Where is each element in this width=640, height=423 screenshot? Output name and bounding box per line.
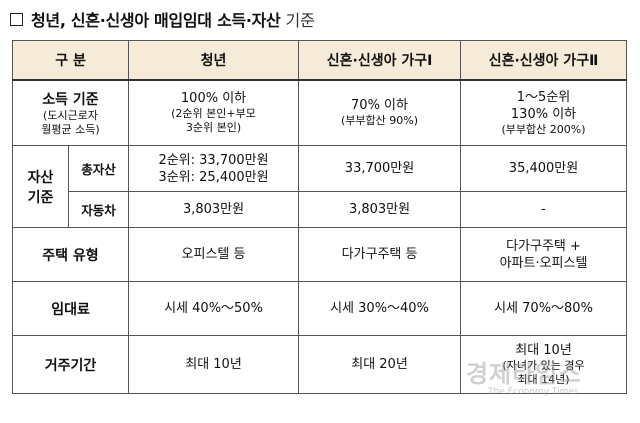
assets-label-cell: 자산 기준 [12, 145, 69, 228]
table-row: 자동차 3,803만원 3,803만원 - [13, 191, 628, 228]
assets-label-2: 기준 [27, 189, 54, 206]
total-assets-label: 총자산 [67, 145, 130, 192]
rent-youth: 시세 40%～50% [128, 281, 300, 336]
residence-label: 거주기간 [11, 335, 130, 394]
total-assets-youth-2: 3순위: 25,400만원 [158, 169, 269, 185]
table-row: 소득 기준 (도시근로자 월평균 소득) 100% 이하 (2순위 본인+부모 … [11, 79, 628, 146]
car-youth: 3,803만원 [128, 191, 300, 228]
rent-label: 임대료 [11, 281, 130, 336]
criteria-table: 구 분 청년 신혼·신생아 가구Ⅰ 신혼·신생아 가구Ⅱ 소득 기준 (도시근로… [11, 40, 628, 394]
page-heading: 청년, 신혼·신생아 매입임대 소득·자산 기준 [10, 7, 315, 31]
income-note-2: 월평균 소득) [41, 122, 100, 136]
rent-newlywed1: 시세 30%～40% [298, 281, 462, 336]
table-header-row: 구 분 청년 신혼·신생아 가구Ⅰ 신혼·신생아 가구Ⅱ [11, 40, 628, 81]
residence-youth: 최대 10년 [128, 335, 300, 394]
income-newlywed2-rank: 1～5순위 [516, 89, 571, 105]
total-assets-newlywed2: 35,400만원 [460, 145, 628, 192]
income-youth-note-2: 3순위 본인) [185, 121, 242, 135]
income-newlywed1-note: (부부합산 90%) [341, 114, 419, 128]
table-row: 임대료 시세 40%～50% 시세 30%～40% 시세 70%～80% [11, 281, 628, 336]
housing-type-newlywed2-2: 아파트·오피스텔 [499, 255, 588, 271]
income-newlywed2-main: 130% 이하 [510, 106, 577, 122]
income-youth-note-1: (2순위 본인+부모 [171, 107, 256, 121]
residence-newlywed2-note-2: 최대 14년) [517, 373, 570, 386]
table-row: 주택 유형 오피스텔 등 다가구주택 등 다가구주택 + 아파트·오피스텔 [11, 227, 628, 282]
income-newlywed2-note: (부부합산 200%) [501, 122, 586, 136]
header-newlywed-1: 신혼·신생아 가구Ⅰ [298, 40, 462, 81]
heading-suffix: 기준 [285, 11, 315, 30]
table-row: 자산 기준 총자산 2순위: 33,700만원 3순위: 25,400만원 33… [12, 145, 628, 228]
income-newlywed1-main: 70% 이하 [351, 98, 408, 114]
assets-label-1: 자산 [27, 169, 54, 186]
residence-newlywed2-cell: 최대 10년 (자녀가 있는 경우 최대 14년) [460, 335, 628, 394]
car-label: 자동차 [67, 191, 130, 228]
car-newlywed2: - [460, 191, 628, 228]
heading-title: 청년, 신혼·신생아 매입임대 소득·자산 [31, 11, 281, 30]
income-label-cell: 소득 기준 (도시근로자 월평균 소득) [11, 79, 130, 146]
residence-newlywed2-main: 최대 10년 [515, 343, 572, 358]
residence-newlywed2-note-1: (자녀가 있는 경우 [502, 359, 585, 372]
header-category: 구 분 [11, 40, 130, 81]
housing-type-newlywed2-cell: 다가구주택 + 아파트·오피스텔 [460, 227, 628, 282]
header-newlywed-2: 신혼·신생아 가구Ⅱ [460, 40, 628, 81]
housing-type-youth: 오피스텔 등 [128, 227, 300, 282]
total-assets-youth-cell: 2순위: 33,700만원 3순위: 25,400만원 [128, 145, 300, 192]
table-row: 거주기간 최대 10년 최대 20년 최대 10년 (자녀가 있는 경우 최대 … [11, 335, 628, 394]
housing-type-newlywed2-1: 다가구주택 + [506, 238, 581, 254]
housing-type-label: 주택 유형 [11, 227, 130, 282]
car-newlywed1: 3,803만원 [298, 191, 462, 228]
income-newlywed2-cell: 1～5순위 130% 이하 (부부합산 200%) [460, 79, 628, 146]
header-youth: 청년 [128, 40, 300, 81]
income-youth-cell: 100% 이하 (2순위 본인+부모 3순위 본인) [128, 79, 300, 146]
income-label: 소득 기준 [42, 91, 99, 108]
watermark-subtitle: The Economy Times [488, 387, 579, 397]
total-assets-newlywed1: 33,700만원 [298, 145, 462, 192]
residence-newlywed1: 최대 20년 [298, 335, 462, 394]
checkbox-icon [10, 12, 23, 26]
total-assets-youth-1: 2순위: 33,700만원 [158, 152, 269, 168]
income-newlywed1-cell: 70% 이하 (부부합산 90%) [298, 79, 462, 146]
income-youth-main: 100% 이하 [180, 91, 247, 107]
housing-type-newlywed1: 다가구주택 등 [298, 227, 462, 282]
income-note-1: (도시근로자 [43, 108, 98, 122]
rent-newlywed2: 시세 70%～80% [460, 281, 628, 336]
